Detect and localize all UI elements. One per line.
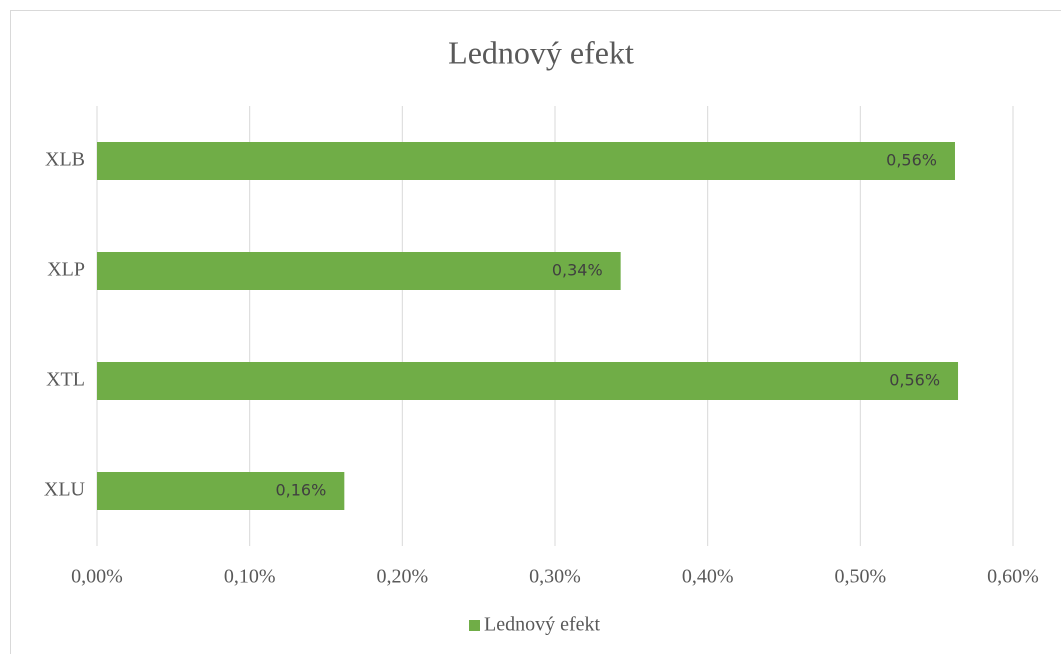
y-tick-label: XTL	[46, 369, 85, 391]
bar	[97, 252, 621, 290]
data-label: 0,34%	[552, 261, 603, 280]
legend-label: Lednový efekt	[484, 614, 601, 636]
y-tick-label: XLB	[45, 149, 85, 171]
data-label: 0,16%	[275, 481, 326, 500]
chart-title: Lednový efekt	[448, 34, 634, 70]
x-tick-label: 0,10%	[224, 566, 276, 588]
data-label: 0,56%	[889, 371, 940, 390]
y-tick-label: XLP	[47, 259, 85, 281]
y-tick-label: XLU	[44, 479, 86, 501]
chart-border	[10, 10, 1061, 654]
x-tick-label: 0,40%	[682, 566, 734, 588]
data-label: 0,56%	[886, 151, 937, 170]
x-tick-label: 0,00%	[71, 566, 123, 588]
legend-swatch	[469, 620, 480, 631]
x-tick-label: 0,20%	[376, 566, 428, 588]
x-tick-label: 0,50%	[834, 566, 886, 588]
bar	[97, 142, 955, 180]
x-tick-label: 0,30%	[529, 566, 581, 588]
x-tick-label: 0,60%	[987, 566, 1039, 588]
bar	[97, 362, 959, 400]
bar	[97, 472, 345, 510]
